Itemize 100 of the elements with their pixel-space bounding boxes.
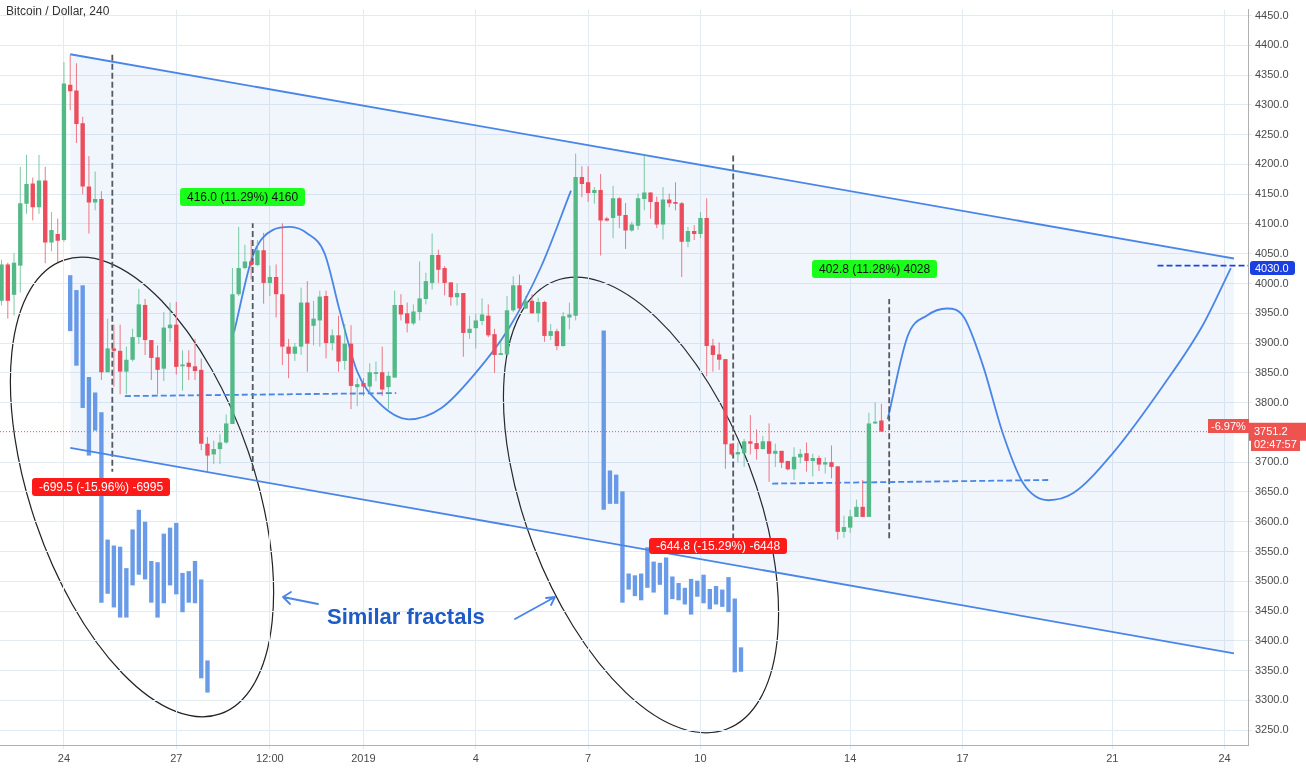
candlestick [24, 154, 29, 215]
y-tick-label: 3450.0 [1255, 604, 1289, 617]
candlestick [585, 165, 591, 203]
candlestick [367, 362, 372, 395]
candlestick [49, 211, 54, 252]
candlestick [423, 272, 429, 305]
candlestick [105, 318, 110, 373]
y-tick-label: 4100.0 [1255, 217, 1289, 229]
candlestick [286, 338, 291, 379]
x-tick-label: 12:00 [256, 751, 284, 764]
candlestick [841, 515, 847, 539]
chart-title: Bitcoin / Dollar, 240 [6, 4, 110, 18]
annotation: -644.8 (-15.29%) -6448 [649, 538, 788, 554]
candlestick [417, 260, 422, 321]
candlestick [255, 239, 260, 267]
y-tick-label: 3250.0 [1255, 723, 1289, 736]
candlestick [642, 153, 647, 211]
candlestick [342, 323, 347, 371]
candlestick [673, 181, 678, 211]
candlestick [404, 302, 410, 333]
candlestick [205, 436, 210, 473]
candlestick [716, 341, 722, 371]
annotation: -6.97% [1208, 419, 1249, 433]
candlestick [554, 328, 560, 351]
candlestick [242, 244, 248, 270]
candlestick [130, 328, 135, 363]
candlestick [117, 324, 123, 395]
candlestick [448, 281, 454, 307]
candlestick [816, 455, 822, 472]
candlestick [698, 211, 703, 239]
candlestick [654, 196, 659, 229]
bar [738, 647, 744, 672]
candlestick [248, 239, 254, 280]
y-tick-label: 4000.0 [1255, 276, 1289, 289]
bar [707, 588, 712, 610]
x-tick-label: 7 [585, 751, 592, 764]
bar [180, 572, 185, 613]
y-tick-label: 3650.0 [1255, 484, 1289, 497]
candlestick [610, 185, 616, 239]
y-tick-label: 4300.0 [1255, 97, 1289, 110]
candlestick [648, 191, 653, 220]
y-tick-label: 4450.0 [1255, 8, 1289, 21]
bar [117, 546, 123, 618]
bar [688, 578, 694, 615]
candlestick [473, 313, 478, 349]
y-tick-label: 3600.0 [1255, 514, 1289, 527]
bar [614, 474, 619, 504]
annotation: 416.0 (11.29%) 4160 [180, 188, 306, 206]
y-tick-label: 3850.0 [1255, 365, 1289, 378]
candlestick [373, 361, 379, 382]
candlestick [224, 414, 229, 445]
y-tick-label: 4350.0 [1255, 68, 1289, 81]
candlestick [355, 377, 360, 407]
y-tick-label: 3950.0 [1255, 306, 1289, 319]
y-tick-label: 3400.0 [1255, 633, 1289, 646]
bar [142, 521, 148, 580]
y-tick-label: 3300.0 [1255, 693, 1289, 706]
candlestick [111, 324, 117, 388]
y-tick-label: 3550.0 [1255, 544, 1289, 557]
text: 4030.0 [1250, 261, 1295, 275]
y-tick-label: 4250.0 [1255, 127, 1289, 140]
bar [167, 527, 173, 586]
bar [174, 522, 179, 595]
y-tick-label: 4200.0 [1255, 157, 1289, 170]
candlestick [829, 444, 834, 479]
candlestick [380, 346, 385, 397]
annotation: Similar fractals [327, 604, 485, 630]
bar [205, 660, 210, 693]
bar [161, 533, 166, 604]
candlestick [536, 297, 541, 323]
candlestick [804, 442, 809, 473]
annotation: -699.5 (-15.96%) -6995 [32, 478, 171, 496]
y-tick-label: 3900.0 [1255, 336, 1289, 349]
candlestick [860, 479, 865, 518]
y-tick-label: 4150.0 [1255, 187, 1289, 200]
bar [632, 575, 638, 597]
candlestick [685, 226, 691, 248]
x-tick-label: 17 [956, 751, 969, 764]
x-tick-label: 24 [1218, 751, 1231, 764]
bar [68, 275, 73, 332]
y-tick-label: 3800.0 [1255, 395, 1289, 408]
bar [192, 561, 198, 604]
bar [111, 545, 117, 608]
x-tick-label: 10 [694, 751, 707, 764]
bar [186, 571, 191, 603]
candlestick [86, 155, 92, 234]
candlestick [710, 338, 716, 373]
ref-line-label: 3751.2 [1254, 424, 1288, 437]
candlestick [92, 171, 98, 211]
bar [720, 589, 725, 607]
candlestick [180, 349, 185, 392]
x-tick-label: 2019 [351, 751, 376, 764]
x-tick-label: 14 [844, 751, 857, 764]
candlestick [479, 297, 485, 326]
candlestick [55, 218, 60, 263]
bar [657, 562, 663, 585]
candlestick [848, 509, 853, 534]
x-tick-label: 24 [57, 751, 71, 764]
candlestick [192, 338, 198, 381]
candlestick [741, 438, 747, 468]
